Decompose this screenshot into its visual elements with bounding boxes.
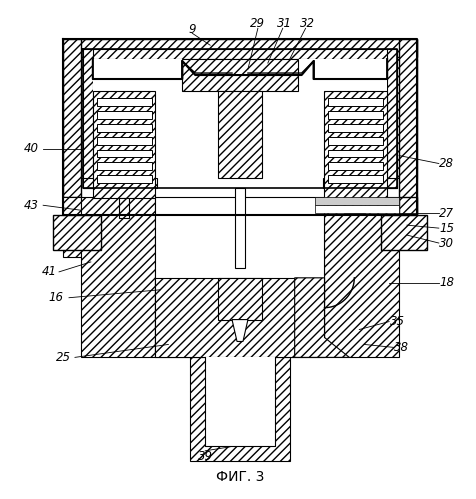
Text: 18: 18: [439, 276, 454, 289]
Polygon shape: [346, 198, 365, 213]
Polygon shape: [81, 197, 156, 357]
Text: 9: 9: [188, 23, 196, 36]
Polygon shape: [97, 98, 151, 106]
Polygon shape: [156, 197, 325, 357]
Polygon shape: [218, 91, 262, 179]
Text: 29: 29: [250, 17, 266, 30]
Polygon shape: [328, 175, 383, 183]
Polygon shape: [205, 357, 275, 446]
Polygon shape: [328, 124, 383, 132]
Polygon shape: [93, 59, 387, 179]
Polygon shape: [328, 150, 383, 158]
Polygon shape: [295, 278, 349, 357]
Text: 16: 16: [49, 291, 64, 304]
Polygon shape: [93, 91, 156, 198]
Polygon shape: [315, 205, 399, 213]
Polygon shape: [53, 215, 101, 250]
Polygon shape: [328, 111, 383, 119]
Polygon shape: [182, 59, 298, 91]
Text: 30: 30: [439, 237, 454, 250]
Polygon shape: [97, 150, 151, 158]
Text: 27: 27: [439, 207, 454, 220]
Text: 43: 43: [24, 199, 39, 212]
Polygon shape: [119, 198, 129, 218]
Polygon shape: [323, 179, 397, 188]
Text: 28: 28: [439, 157, 454, 170]
Polygon shape: [328, 162, 383, 170]
Text: 15: 15: [439, 222, 454, 235]
Polygon shape: [97, 124, 151, 132]
Polygon shape: [399, 197, 417, 215]
Polygon shape: [156, 278, 325, 357]
Text: 31: 31: [277, 17, 292, 30]
Polygon shape: [399, 39, 417, 215]
Polygon shape: [235, 188, 245, 268]
Polygon shape: [328, 98, 383, 106]
Polygon shape: [387, 49, 397, 188]
Polygon shape: [63, 59, 101, 179]
Polygon shape: [97, 162, 151, 170]
Text: 39: 39: [198, 450, 213, 463]
Polygon shape: [328, 137, 383, 145]
Polygon shape: [83, 179, 158, 188]
Polygon shape: [83, 49, 93, 188]
Text: 41: 41: [41, 265, 57, 278]
Polygon shape: [97, 111, 151, 119]
Text: 38: 38: [394, 341, 408, 354]
Polygon shape: [218, 278, 262, 319]
Polygon shape: [63, 197, 81, 215]
Text: ФИГ. 3: ФИГ. 3: [216, 470, 264, 484]
Polygon shape: [325, 91, 387, 198]
Polygon shape: [97, 175, 151, 183]
Polygon shape: [232, 319, 248, 341]
Polygon shape: [63, 39, 81, 215]
Polygon shape: [315, 197, 399, 205]
Polygon shape: [190, 357, 290, 461]
Polygon shape: [63, 39, 417, 57]
Polygon shape: [379, 59, 417, 179]
Polygon shape: [63, 197, 81, 257]
Polygon shape: [83, 49, 397, 59]
Polygon shape: [97, 137, 151, 145]
Polygon shape: [325, 197, 399, 357]
Text: 35: 35: [389, 315, 405, 328]
Text: 40: 40: [24, 142, 39, 155]
Text: 25: 25: [56, 351, 70, 364]
Polygon shape: [381, 215, 427, 250]
Text: 32: 32: [300, 17, 315, 30]
